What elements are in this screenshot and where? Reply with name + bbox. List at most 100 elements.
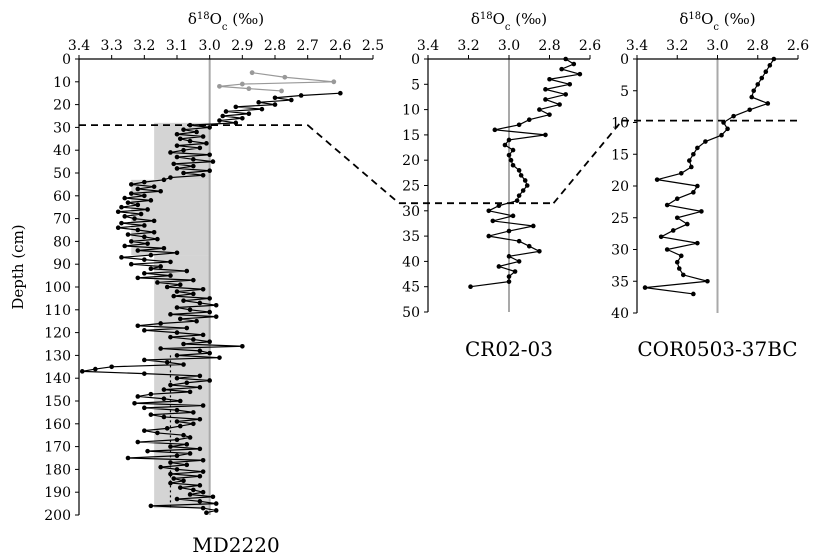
series-point xyxy=(142,179,147,185)
series-point xyxy=(518,173,524,178)
series-point xyxy=(298,93,304,98)
series-point xyxy=(658,234,664,240)
series-point xyxy=(142,223,147,228)
y-tick-label: 20 xyxy=(611,179,629,195)
x-tick-label: 3.2 xyxy=(133,38,155,54)
series-point xyxy=(174,305,180,310)
series-point xyxy=(747,107,752,113)
series-point xyxy=(689,164,694,170)
series-point xyxy=(240,343,245,349)
series-point xyxy=(207,339,212,345)
series-point xyxy=(506,274,512,279)
series-point xyxy=(151,218,157,224)
series-point xyxy=(158,188,163,194)
series-point xyxy=(191,337,196,342)
x-tick-label: 3.1 xyxy=(166,38,188,54)
series-point xyxy=(168,273,173,278)
series-point xyxy=(181,170,186,176)
series-point xyxy=(207,296,212,301)
series-point xyxy=(148,198,154,203)
series-point xyxy=(168,382,173,388)
series-point xyxy=(200,134,206,139)
grey-series-point xyxy=(331,79,337,85)
series-point xyxy=(731,113,736,119)
series-point xyxy=(674,215,680,221)
series-point xyxy=(506,254,512,259)
series-point xyxy=(695,240,700,246)
series-point xyxy=(197,446,203,452)
series-point xyxy=(691,190,696,195)
series-point xyxy=(197,473,203,479)
series-point xyxy=(559,66,564,72)
x-axis-label: δ18Oc (‰) xyxy=(471,10,547,33)
series-point xyxy=(138,211,144,217)
series-point xyxy=(272,102,278,107)
series-point xyxy=(142,257,147,262)
series-point xyxy=(516,259,522,264)
series-point xyxy=(510,162,516,168)
series-point xyxy=(164,426,170,431)
series-point xyxy=(197,373,203,379)
y-tick-label: 150 xyxy=(44,394,71,410)
series-point xyxy=(197,499,203,504)
series-point xyxy=(174,289,180,294)
series-point xyxy=(168,312,173,317)
series-point xyxy=(151,229,157,235)
series-point xyxy=(128,261,134,267)
series-point xyxy=(210,494,216,500)
series-point xyxy=(763,69,769,74)
series-point xyxy=(751,88,757,94)
y-tick-label: 170 xyxy=(44,440,71,456)
series-point xyxy=(79,369,85,374)
x-axis-label: δ18Oc (‰) xyxy=(679,10,755,33)
x-tick-label: 2.7 xyxy=(297,38,319,54)
series-point xyxy=(510,147,516,153)
series-point xyxy=(510,213,516,219)
series-point xyxy=(246,111,252,117)
panel-caption: COR0503-37BC xyxy=(637,337,797,361)
series-point xyxy=(155,430,160,436)
series-point xyxy=(174,166,180,171)
x-tick-label: 3.4 xyxy=(68,38,90,54)
series-point xyxy=(197,385,203,390)
series-point xyxy=(158,321,163,326)
series-line xyxy=(470,58,581,288)
y-tick-label: 0 xyxy=(620,52,629,68)
y-tick-label: 25 xyxy=(402,179,420,195)
series-point xyxy=(187,138,193,144)
series-point xyxy=(135,186,141,192)
series-point xyxy=(174,250,180,256)
series-point xyxy=(765,101,771,106)
y-tick-label: 180 xyxy=(44,462,71,478)
panel-caption: CR02-03 xyxy=(465,337,553,361)
series-point xyxy=(125,200,131,205)
series-point xyxy=(571,61,577,67)
y-tick-label: 40 xyxy=(611,306,629,322)
series-point xyxy=(148,391,154,397)
series-point xyxy=(496,203,502,209)
series-point xyxy=(148,412,154,417)
series-point xyxy=(771,56,777,62)
series-point xyxy=(259,106,265,112)
series-point xyxy=(204,141,209,146)
series-point xyxy=(670,228,676,233)
series-point xyxy=(191,277,196,283)
series-point xyxy=(161,245,167,251)
y-tick-label: 120 xyxy=(44,326,71,342)
series-point xyxy=(197,416,203,422)
series-point xyxy=(145,207,150,212)
series-point xyxy=(674,196,680,201)
series-point xyxy=(676,266,682,271)
series-point xyxy=(171,293,177,299)
series-point xyxy=(531,223,536,229)
series-line xyxy=(644,58,775,295)
y-axis-label: Depth (cm) xyxy=(9,224,27,309)
series-point xyxy=(174,143,180,148)
series-point xyxy=(168,259,173,265)
series-point xyxy=(168,460,173,465)
y-tick-label: 15 xyxy=(611,147,629,163)
series-point xyxy=(197,483,203,488)
series-point xyxy=(191,410,196,415)
series-point xyxy=(174,453,180,459)
x-tick-label: 3.2 xyxy=(457,38,479,54)
